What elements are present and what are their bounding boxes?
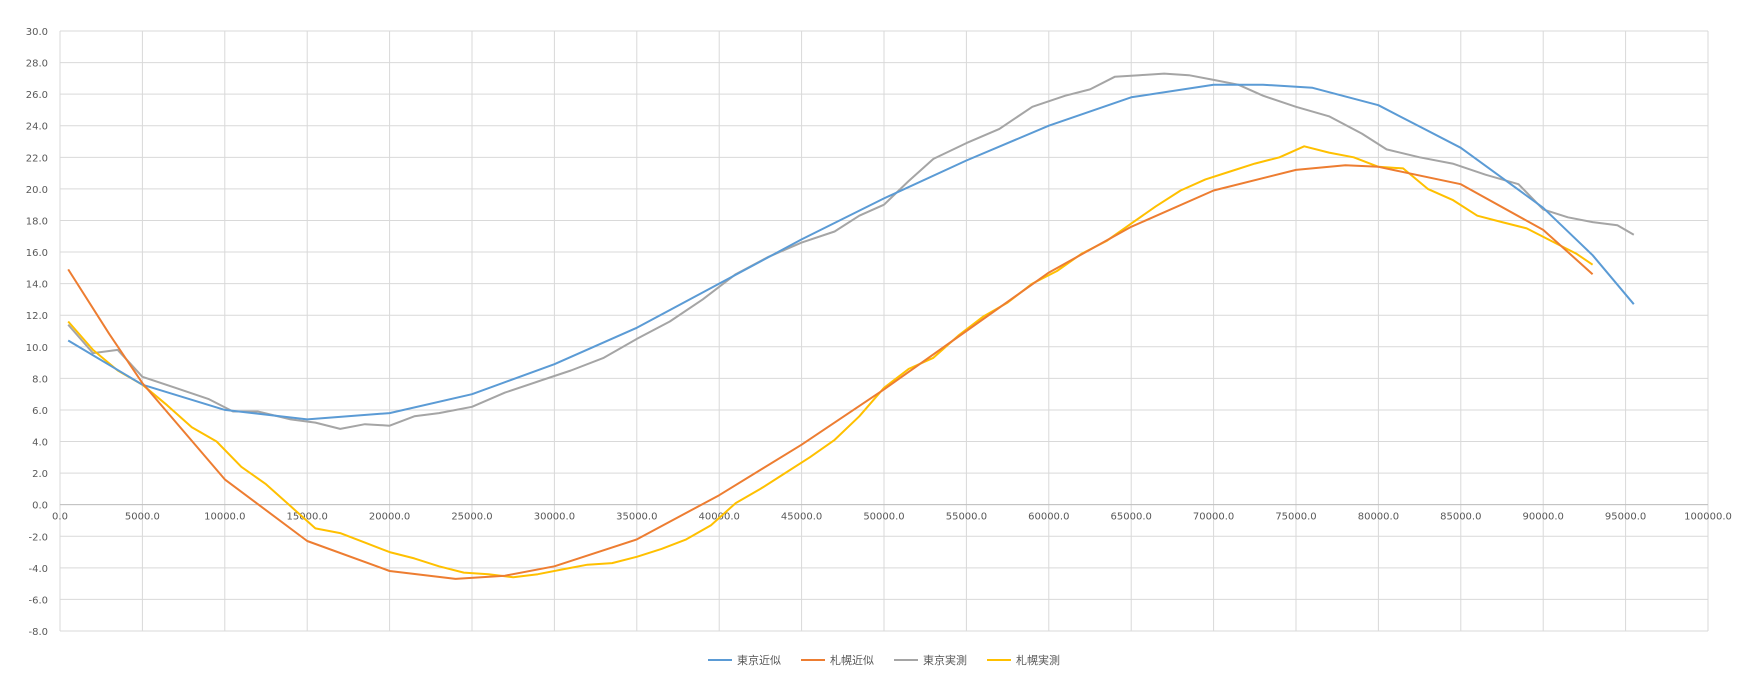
- y-tick-label: 16.0: [26, 248, 48, 259]
- y-tick-label: 4.0: [32, 438, 48, 449]
- y-tick-label: 26.0: [26, 90, 48, 101]
- y-tick-label: 10.0: [26, 343, 48, 354]
- x-tick-label: 20000.0: [369, 512, 410, 523]
- x-tick-label: 50000.0: [863, 512, 904, 523]
- series-line: [67, 145, 1594, 579]
- legend-item: 札幌近似: [801, 653, 874, 667]
- y-tick-label: 18.0: [26, 216, 48, 227]
- y-tick-label: 14.0: [26, 280, 48, 291]
- y-tick-label: 22.0: [26, 153, 48, 164]
- x-tick-label: 80000.0: [1358, 512, 1399, 523]
- series-layer: [67, 72, 1635, 580]
- x-tick-label: 55000.0: [946, 512, 987, 523]
- y-tick-label: 6.0: [32, 406, 48, 417]
- y-tick-label: -8.0: [28, 627, 48, 638]
- y-tick-label: 28.0: [26, 59, 48, 70]
- series-1: [67, 83, 1635, 421]
- y-tick-label: 24.0: [26, 122, 48, 133]
- series-line: [67, 164, 1594, 580]
- legend-label: 東京近似: [737, 653, 781, 667]
- y-tick-label: 20.0: [26, 185, 48, 196]
- y-tick-label: -2.0: [28, 532, 48, 543]
- x-tick-label: 60000.0: [1028, 512, 1069, 523]
- legend-item: 東京近似: [708, 653, 781, 667]
- legend-label: 札幌実測: [1016, 653, 1060, 667]
- series-3: [67, 72, 1635, 430]
- y-tick-label: -4.0: [28, 564, 48, 575]
- x-tick-label: 90000.0: [1523, 512, 1564, 523]
- x-tick-label: 30000.0: [534, 512, 575, 523]
- y-tick-label: 12.0: [26, 311, 48, 322]
- x-tick-label: 75000.0: [1275, 512, 1316, 523]
- x-tick-label: 95000.0: [1605, 512, 1646, 523]
- axis-layer: 0.0 5000.0 10000.0 15000.0 20000.0 25000.0 300…: [26, 27, 1732, 638]
- x-tick-label: 70000.0: [1193, 512, 1234, 523]
- grid-layer: [59, 30, 1709, 632]
- x-tick-label: 15000.0: [287, 512, 328, 523]
- x-tick-label: 45000.0: [781, 512, 822, 523]
- series-line: [67, 83, 1635, 421]
- legend-label: 東京実測: [923, 653, 967, 667]
- y-tick-label: -6.0: [28, 595, 48, 606]
- x-tick-label: 65000.0: [1111, 512, 1152, 523]
- legend-item: 札幌実測: [987, 653, 1060, 667]
- x-tick-label: 25000.0: [451, 512, 492, 523]
- y-tick-label: 2.0: [32, 469, 48, 480]
- x-tick-label: 35000.0: [616, 512, 657, 523]
- x-tick-label: 5000.0: [125, 512, 160, 523]
- x-tick-label: 10000.0: [204, 512, 245, 523]
- legend-label: 札幌近似: [830, 653, 874, 667]
- legend-item: 東京実測: [894, 653, 967, 667]
- x-tick-label: 100000.0: [1684, 512, 1732, 523]
- legend: 東京近似 札幌近似 東京実測 札幌実測: [708, 653, 1060, 667]
- series-2: [67, 164, 1594, 580]
- y-tick-label: 8.0: [32, 374, 48, 385]
- x-tick-label: 85000.0: [1440, 512, 1481, 523]
- y-tick-label: 0.0: [32, 501, 48, 512]
- series-line: [67, 72, 1635, 430]
- x-tick-label: 0.0: [52, 512, 68, 523]
- y-tick-label: 30.0: [26, 27, 48, 38]
